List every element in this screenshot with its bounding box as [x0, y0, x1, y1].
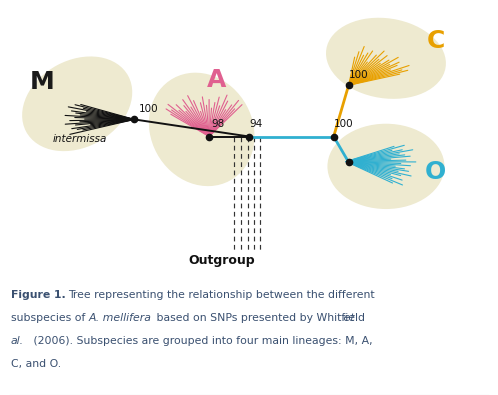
- Text: C: C: [427, 29, 445, 53]
- Text: O: O: [425, 160, 446, 184]
- Text: based on SNPs presented by Whitfield: based on SNPs presented by Whitfield: [153, 313, 365, 323]
- Text: Outgroup: Outgroup: [188, 254, 255, 267]
- Text: (2006). Subspecies are grouped into four main lineages: M, A,: (2006). Subspecies are grouped into four…: [30, 336, 373, 346]
- Text: C, and O.: C, and O.: [11, 359, 61, 369]
- Text: 100: 100: [334, 119, 353, 130]
- Text: al.: al.: [11, 336, 24, 346]
- Text: et: et: [340, 313, 354, 323]
- Ellipse shape: [149, 73, 254, 186]
- Text: 98: 98: [212, 119, 225, 130]
- Text: Figure 1.: Figure 1.: [11, 290, 66, 300]
- Text: Tree representing the relationship between the different: Tree representing the relationship betwe…: [68, 290, 375, 300]
- Text: 94: 94: [249, 119, 262, 130]
- Text: subspecies of: subspecies of: [11, 313, 89, 323]
- Text: A: A: [207, 68, 226, 92]
- Text: 100: 100: [138, 104, 158, 114]
- Ellipse shape: [22, 56, 132, 151]
- Text: 100: 100: [349, 70, 368, 80]
- Text: intermissa: intermissa: [52, 134, 107, 144]
- Text: M: M: [30, 70, 55, 94]
- Ellipse shape: [328, 124, 444, 209]
- Ellipse shape: [326, 18, 446, 99]
- Text: A. mellifera: A. mellifera: [88, 313, 151, 323]
